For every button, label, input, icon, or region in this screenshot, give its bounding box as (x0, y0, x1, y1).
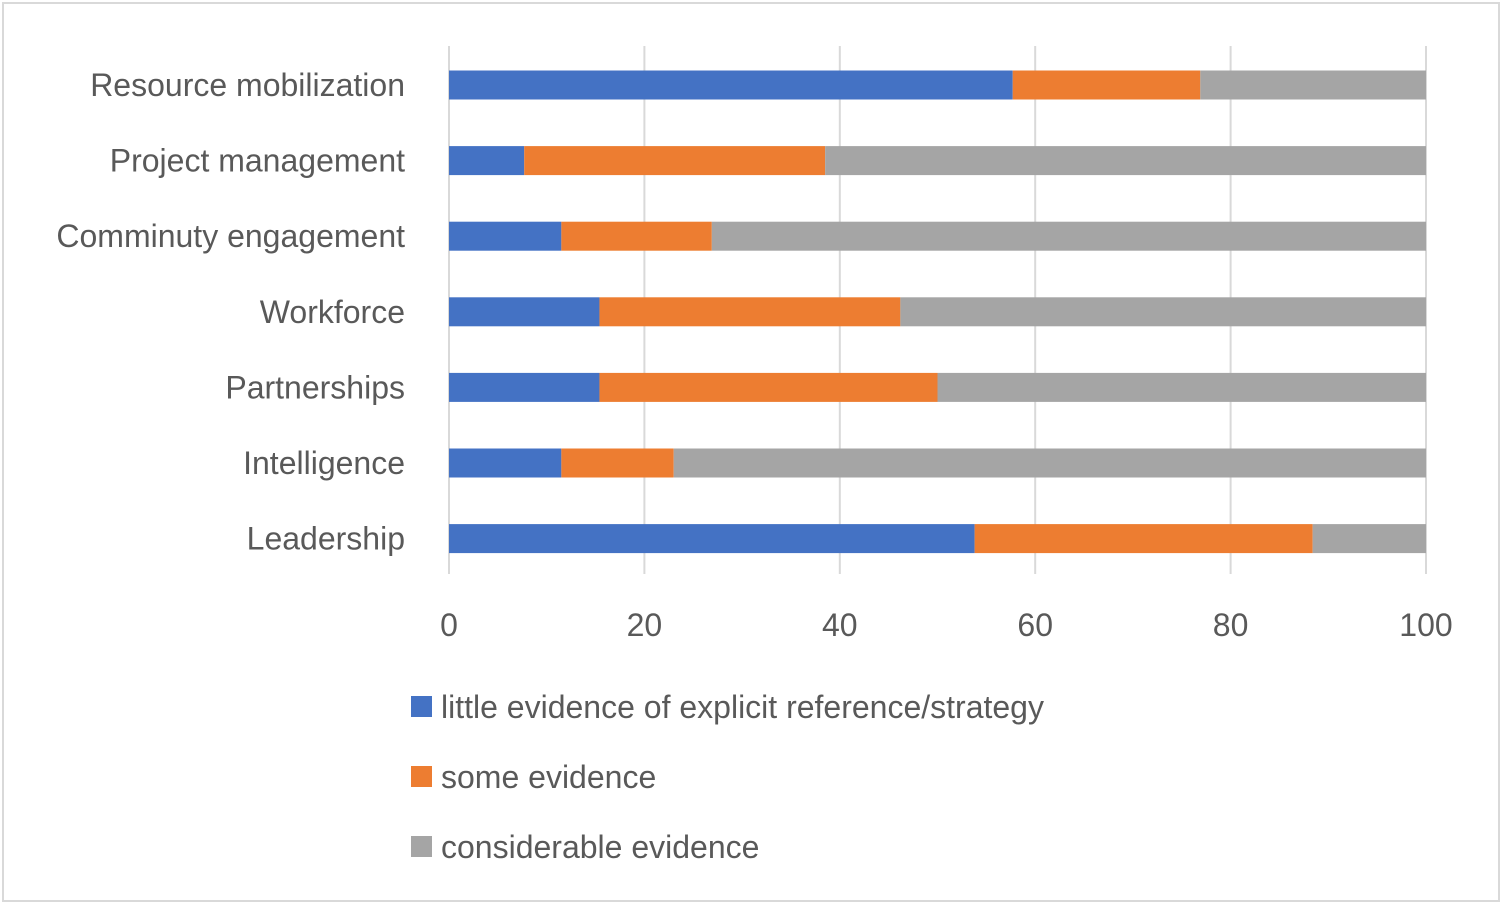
x-tick-label: 60 (1017, 607, 1053, 643)
x-tick-label: 80 (1213, 607, 1249, 643)
bar-segment (900, 297, 1426, 327)
legend-label: considerable evidence (441, 829, 759, 865)
category-label: Workforce (260, 294, 405, 330)
legend-label: little evidence of explicit reference/st… (441, 689, 1044, 725)
legend-swatch (411, 696, 432, 717)
bar-segment (449, 221, 562, 251)
legend-swatch (411, 766, 432, 787)
bar-segment (561, 448, 674, 478)
bar-segment (599, 297, 901, 327)
category-label: Leadership (247, 521, 405, 557)
category-labels: Resource mobilization Project management C… (56, 67, 405, 557)
bar-segment (449, 372, 600, 402)
legend-swatch (411, 836, 432, 857)
bar-segment (449, 70, 1013, 100)
bars (449, 70, 1426, 554)
x-tick-labels: 0 20 40 60 80 100 (440, 607, 1453, 643)
bar-segment (673, 448, 1426, 478)
bar-segment (937, 372, 1426, 402)
category-label: Comminuty engagement (56, 218, 405, 254)
x-tick-label: 100 (1399, 607, 1452, 643)
bar-segment (449, 146, 525, 176)
x-tick-label: 20 (627, 607, 663, 643)
bar-segment (1312, 524, 1426, 554)
x-tick-label: 0 (440, 607, 458, 643)
bar-segment (599, 372, 938, 402)
x-tick-label: 40 (822, 607, 858, 643)
bar-segment (449, 448, 562, 478)
category-label: Resource mobilization (90, 67, 405, 103)
category-label: Project management (110, 143, 405, 179)
bar-segment (711, 221, 1426, 251)
bar-segment (449, 524, 975, 554)
legend: little evidence of explicit reference/st… (411, 689, 1044, 865)
category-label: Partnerships (225, 369, 405, 405)
legend-label: some evidence (441, 759, 656, 795)
bar-segment (561, 221, 712, 251)
bar-segment (974, 524, 1313, 554)
bar-segment (524, 146, 826, 176)
category-label: Intelligence (243, 445, 405, 481)
bar-segment (1012, 70, 1201, 100)
bar-segment (449, 297, 600, 327)
bar-segment (1200, 70, 1426, 100)
bar-segment (825, 146, 1426, 176)
